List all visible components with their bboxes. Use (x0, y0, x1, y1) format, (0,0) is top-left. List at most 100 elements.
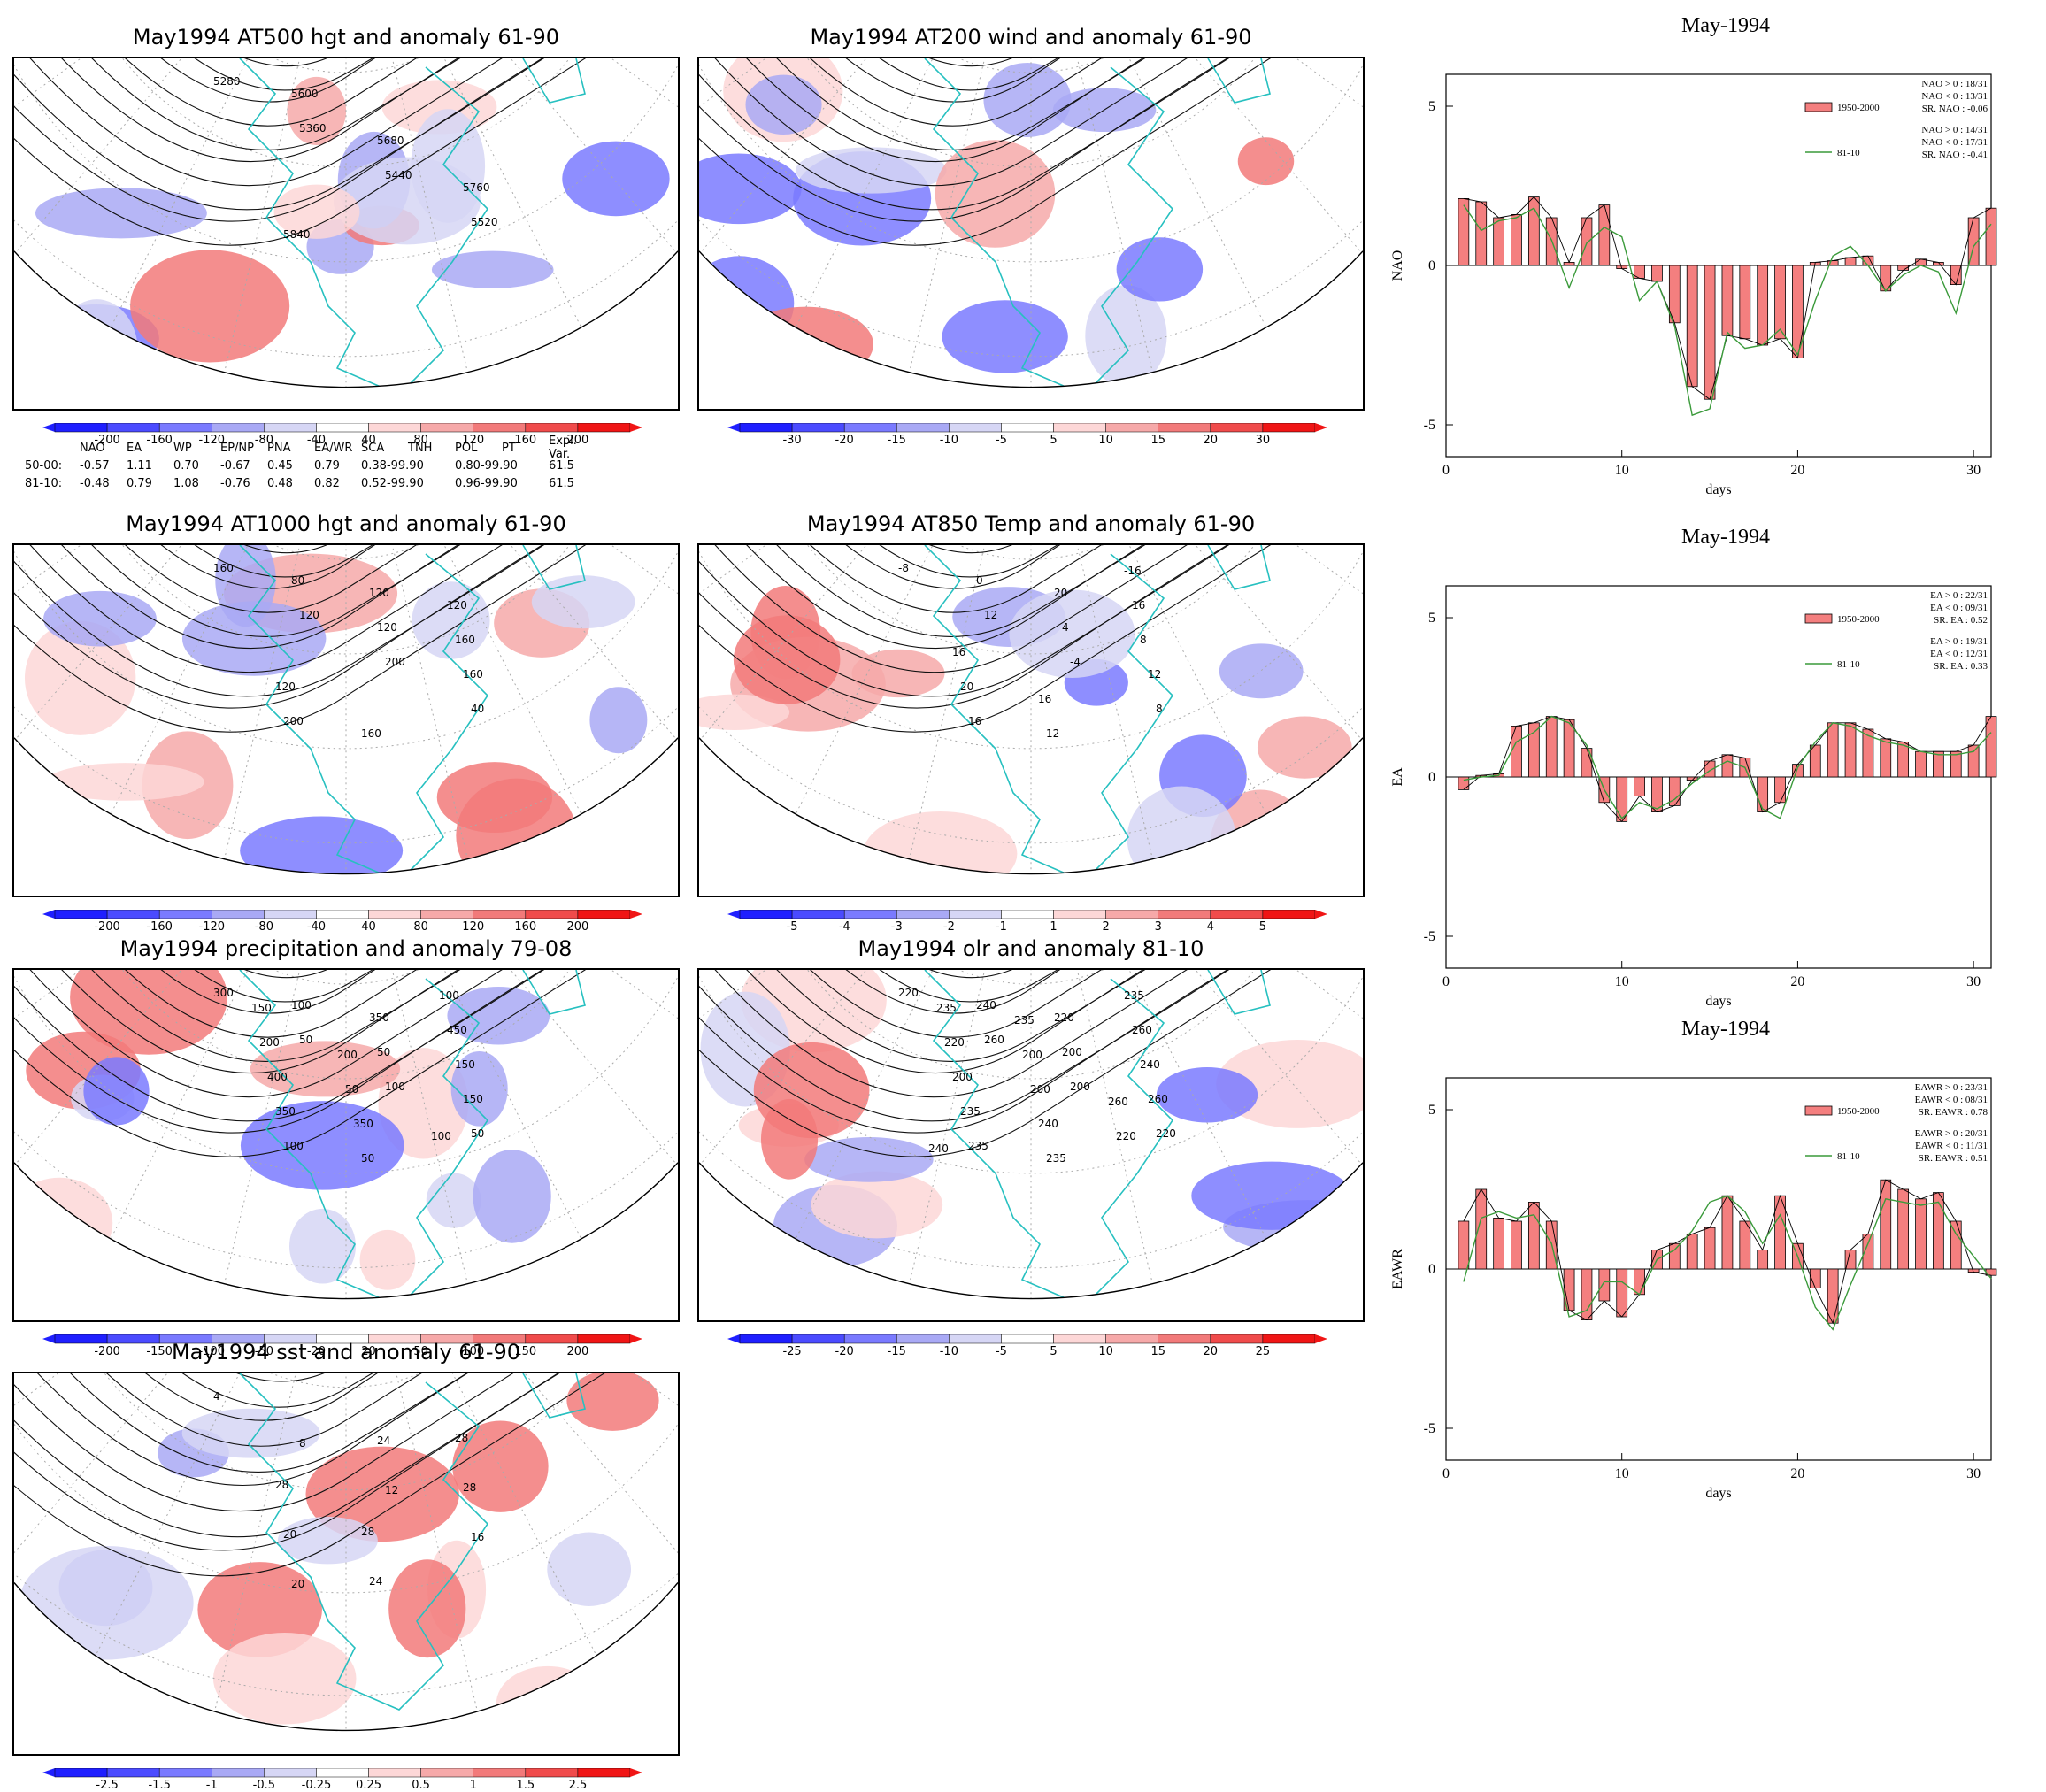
contour-line (61, 58, 459, 163)
contour-line (776, 970, 1146, 1062)
colorbar-tick-label: 200 (566, 920, 589, 934)
colorbar-swatch (158, 910, 212, 919)
contour-label: 100 (439, 989, 459, 1002)
legend-bar-stat: EA > 0 : 22/31 (1930, 590, 1988, 601)
bar (1985, 207, 1997, 266)
contour-label: 16 (1038, 693, 1051, 705)
contour-line (181, 1373, 373, 1408)
contour-line (14, 970, 545, 1122)
colorbar-swatch (949, 1334, 1002, 1344)
colorbar-tick-label: -20 (306, 1345, 327, 1358)
graticule-circle (104, 1373, 588, 1491)
colorbar-tick-label: 25 (1255, 1345, 1271, 1358)
coastline-greenland (522, 58, 586, 104)
colorbar-arrow-low (727, 423, 740, 432)
hemisphere-edge (14, 1162, 678, 1300)
anomaly-shade (795, 147, 947, 194)
legend-line-label: 81-10 (1837, 659, 1860, 670)
map-plot: 220 260 200 220 240 200 260 235 220 240 235 235 260 2… (699, 970, 1363, 1320)
bar (1527, 1201, 1540, 1270)
colorbar-tick-label: 160 (514, 920, 537, 934)
colorbar-swatch (791, 910, 845, 919)
bar (1458, 197, 1470, 266)
colorbar-swatch (949, 910, 1002, 919)
stats-header-cell: TNH (408, 441, 433, 455)
bar (1721, 1195, 1734, 1270)
bar (1581, 748, 1593, 778)
anomaly-shade (589, 687, 648, 754)
colorbar-swatch (896, 1334, 950, 1344)
coastline (924, 58, 1174, 396)
contour-line (845, 58, 1061, 103)
colorbar-swatch (368, 423, 421, 433)
colorbar-tick-label: 0.5 (412, 1779, 430, 1792)
map-title: May1994 AT850 Temp and anomaly 61-90 (806, 511, 1256, 536)
bar (1616, 1268, 1628, 1318)
anomaly-shade (753, 1042, 870, 1139)
contour-line (14, 58, 545, 211)
map-frame: 5280 5360 5440 5520 5600 5680 5760 5840 (12, 57, 680, 411)
contour-label: 120 (275, 681, 296, 693)
colorbar-tick-label: 40 (361, 434, 376, 447)
contour-label: 235 (1124, 989, 1144, 1002)
coastline-greenland (522, 1373, 586, 1419)
legend-bar-label: 1950-2000 (1837, 614, 1880, 625)
contour-label: 220 (1054, 1011, 1074, 1024)
stats-value-cell: 61.5 (549, 476, 574, 490)
anomaly-shade (733, 615, 841, 704)
contour-line (879, 58, 1058, 91)
anomaly-shade (473, 1150, 551, 1243)
contour-label: 160 (463, 668, 483, 681)
colorbar-swatch (1158, 1334, 1211, 1344)
anomaly-shade (1237, 137, 1295, 186)
contour-label: 50 (377, 1046, 390, 1058)
anomaly-shade (240, 816, 404, 885)
contour-line (845, 970, 1061, 1014)
contour-line (14, 545, 545, 697)
coastline (239, 58, 489, 396)
contour-label: 40 (471, 703, 484, 715)
stats-value-cell: 0.96-99.90 (455, 476, 518, 490)
legend-line-stat: SR. NAO : -0.41 (1922, 150, 1988, 160)
colorbar (42, 423, 642, 433)
contour-label: 235 (1014, 1014, 1035, 1027)
x-axis-label: days (1705, 482, 1731, 497)
contour-label: 160 (213, 562, 234, 574)
colorbar-arrow-low (42, 1334, 55, 1343)
hemisphere-edge (699, 1162, 1363, 1300)
anomaly-shade (1009, 589, 1135, 678)
colorbar-tick-label: 120 (462, 920, 485, 934)
map-title: May1994 AT200 wind and anomaly 61-90 (810, 25, 1252, 50)
bar (1757, 265, 1769, 346)
contour-line (879, 970, 1058, 1003)
colorbar-tick-label: -160 (146, 920, 173, 934)
anomaly-shade (287, 76, 347, 145)
colorbar-tick-label: 3 (1154, 920, 1162, 934)
anomaly-shade (699, 153, 802, 225)
bar (1686, 1233, 1698, 1270)
map-frame: -8 12 -4 8 0 4 12 16 20 8 20 12 16 16 16 -16 (697, 543, 1365, 897)
contour-label: 12 (984, 609, 997, 621)
bar (1475, 201, 1488, 266)
colorbar-swatch (1053, 1334, 1106, 1344)
colorbar-swatch (54, 910, 108, 919)
anomaly-shade (333, 157, 481, 245)
colorbar-tick-label: -0.5 (252, 1779, 276, 1792)
stats-row-81-10: 81-10: -0.48 0.79 1.08 -0.76 0.48 0.82 0.52-99.… (25, 474, 596, 492)
colorbar-swatch (1262, 423, 1316, 433)
contour-label: 150 (251, 1002, 272, 1014)
bar (1809, 744, 1821, 778)
x-tick-label: 0 (1442, 1466, 1450, 1481)
legend-bar-swatch (1804, 102, 1833, 112)
contour-line (810, 970, 1103, 1038)
legend-line-label: 81-10 (1837, 1151, 1860, 1162)
y-tick-label: 5 (1428, 99, 1435, 114)
anomaly-shade (431, 250, 554, 288)
coastline-greenland (522, 970, 586, 1015)
colorbar-swatch (264, 423, 317, 433)
coastline (924, 545, 1174, 882)
bar (1721, 754, 1734, 778)
anomaly-shade (212, 1633, 357, 1725)
map-plot: 4 8 12 16 20 24 28 20 24 28 28 28 (14, 1373, 678, 1754)
contour-line (14, 970, 543, 1134)
